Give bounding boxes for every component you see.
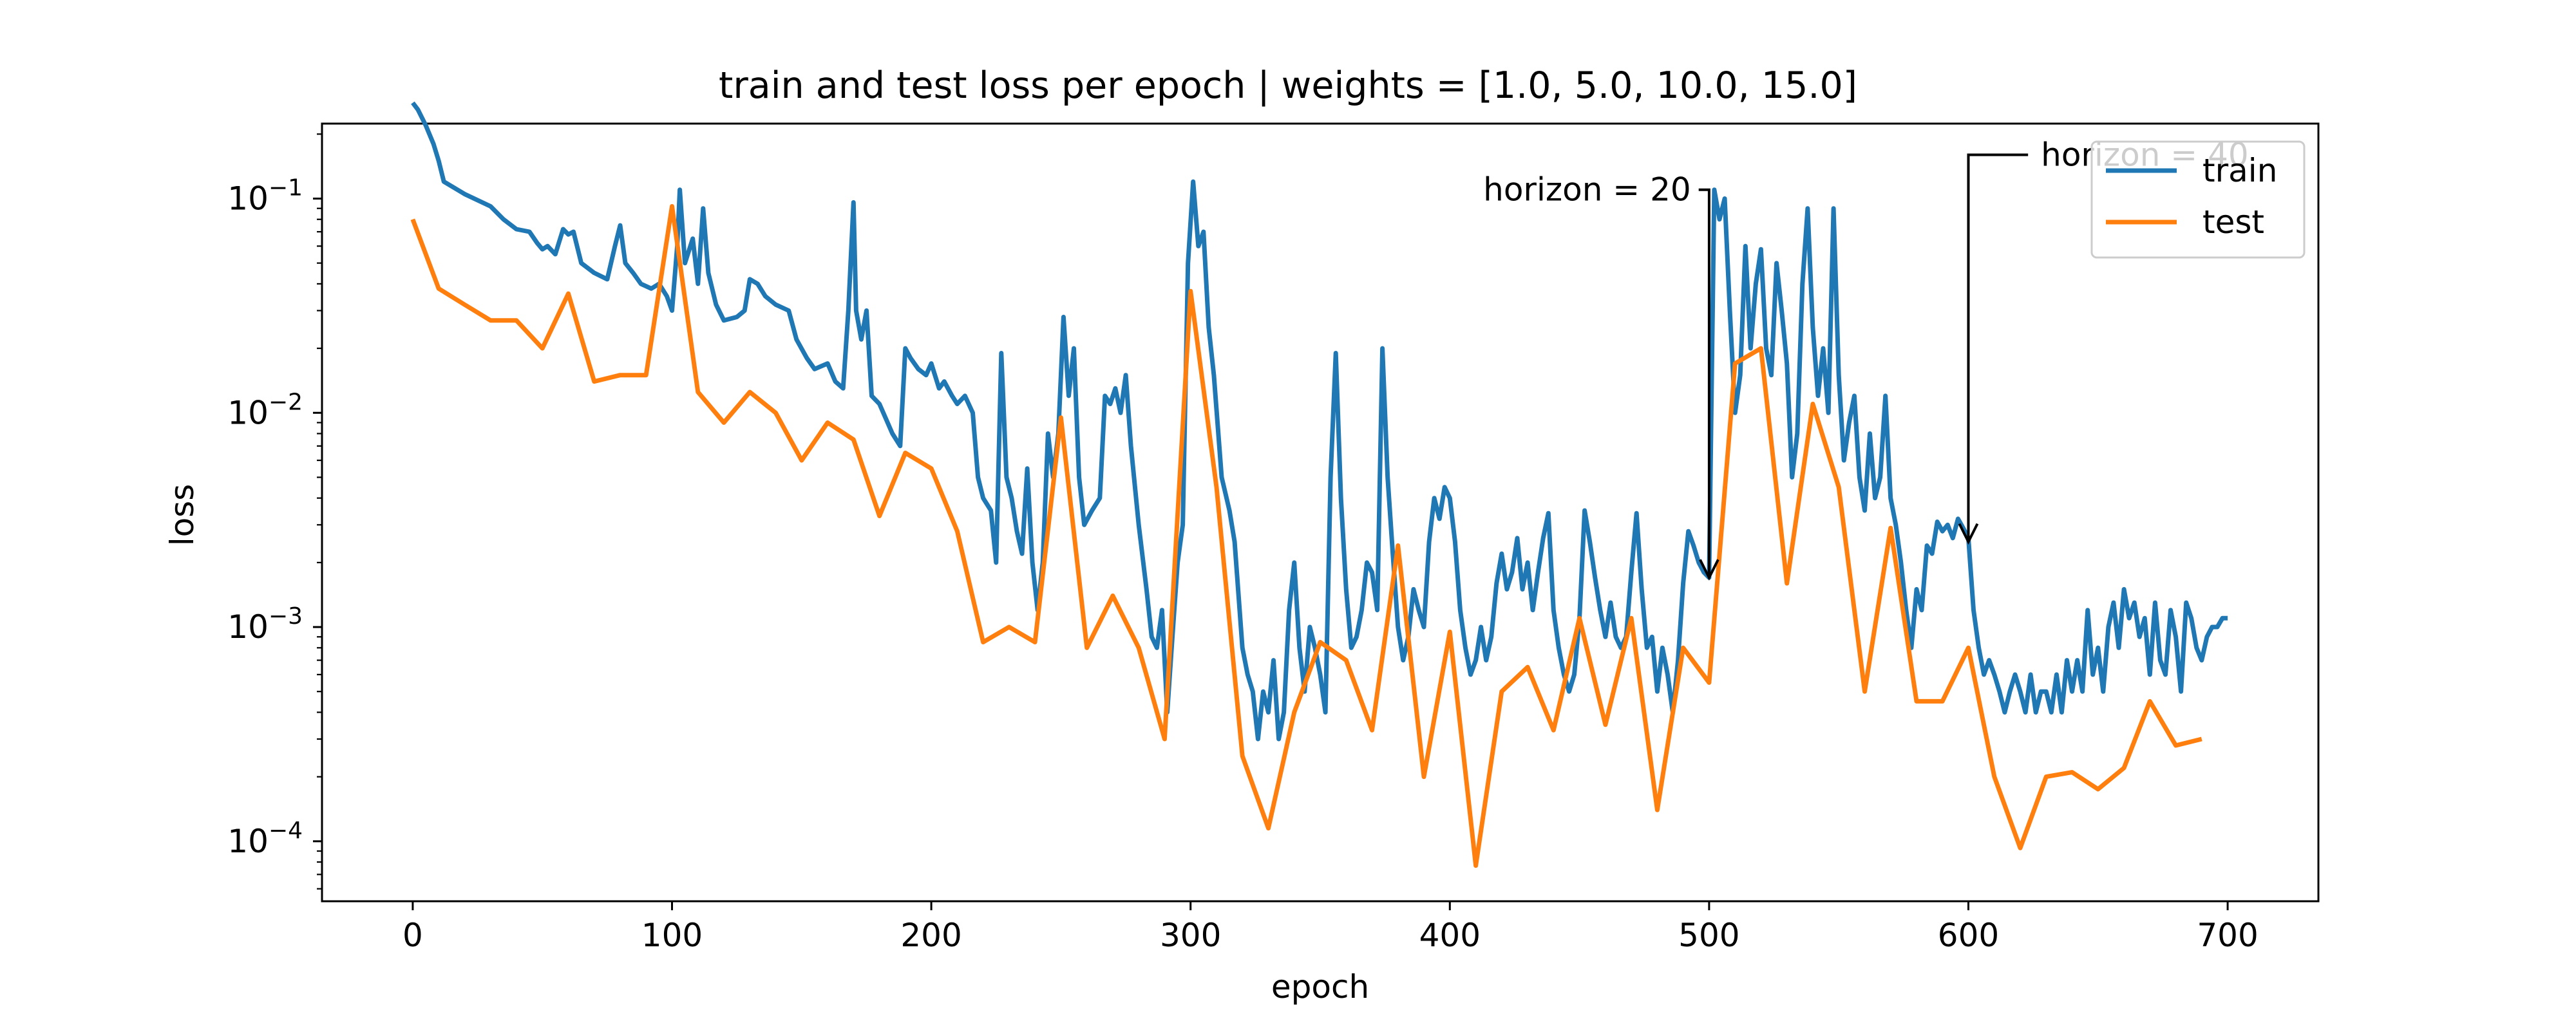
- y-tick-label: 10−1: [227, 174, 303, 217]
- chart-title: train and test loss per epoch | weights …: [719, 64, 1857, 107]
- x-axis-ticks: 0 100 200 300 400 500 600 700: [402, 901, 2259, 954]
- legend: train test: [2090, 140, 2306, 259]
- legend-train-label: train: [2202, 152, 2277, 189]
- annotation-arrow: [1967, 153, 2029, 539]
- x-tick-label: 700: [2197, 917, 2258, 954]
- legend-test-label: test: [2202, 203, 2264, 241]
- annotation-arrow: [1698, 188, 1710, 576]
- y-axis-ticks: 10−1 10−2 10−3 10−4: [227, 133, 322, 890]
- y-tick-label: 10−2: [227, 389, 303, 431]
- y-tick-label: 10−4: [227, 818, 303, 860]
- series-line-test: [410, 204, 2202, 868]
- x-tick-label: 600: [1938, 917, 1999, 954]
- x-tick-label: 200: [900, 917, 961, 954]
- plot-frame: [321, 122, 2320, 903]
- annotation-arrowhead: [1699, 559, 1719, 581]
- x-tick-label: 100: [641, 917, 703, 954]
- x-tick-label: 300: [1160, 917, 1221, 954]
- x-tick-label: 500: [1678, 917, 1739, 954]
- annotation-arrowhead: [1958, 523, 1979, 545]
- x-tick-label: 0: [402, 917, 423, 954]
- y-tick-label: 10−3: [227, 603, 303, 646]
- x-axis-label: epoch: [1271, 968, 1369, 1006]
- annotation-label: horizon = 20: [1483, 171, 1691, 209]
- y-axis-label: loss: [164, 484, 201, 547]
- x-tick-label: 400: [1419, 917, 1481, 954]
